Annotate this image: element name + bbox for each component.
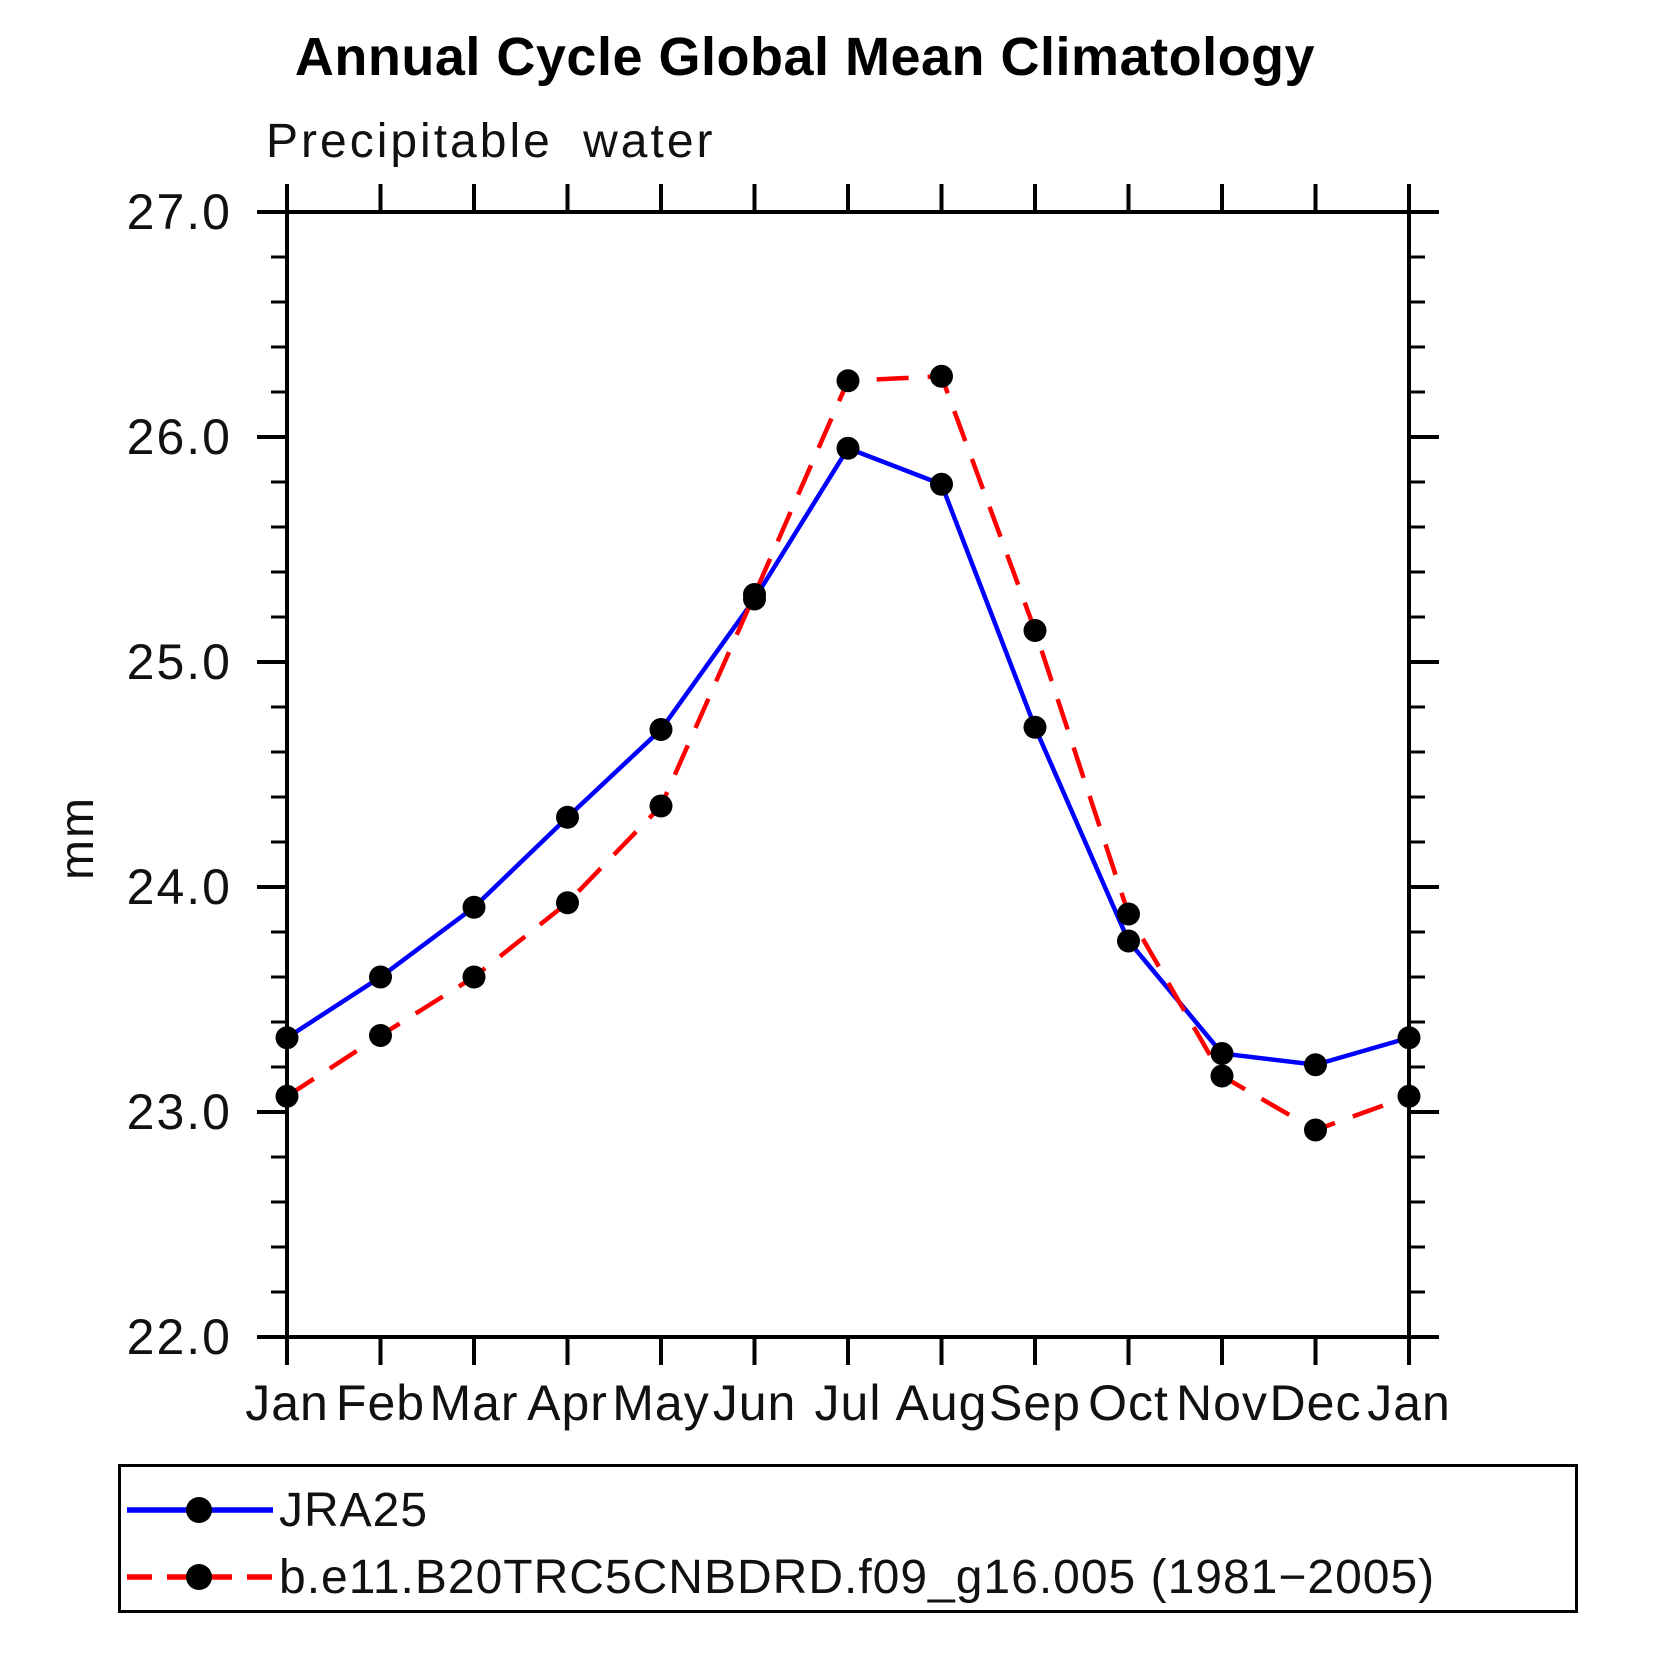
- data-point-marker: [1117, 929, 1140, 953]
- data-point-marker: [1117, 902, 1140, 926]
- y-tick-label: 25.0: [126, 634, 232, 690]
- data-point-marker: [556, 891, 579, 915]
- data-point-marker: [836, 369, 860, 393]
- x-tick-label: Aug: [895, 1375, 988, 1431]
- data-point-marker: [836, 436, 860, 460]
- x-tick-label: Jan: [1367, 1375, 1451, 1431]
- data-point-marker: [1023, 619, 1047, 642]
- data-point-marker: [930, 472, 953, 496]
- x-tick-label: Nov: [1176, 1375, 1268, 1431]
- x-tick-label: Jul: [814, 1375, 882, 1431]
- chart-title: Annual Cycle Global Mean Climatology: [294, 27, 1316, 87]
- x-tick-label: Jan: [245, 1375, 329, 1431]
- legend-label-jra25: JRA25: [279, 1483, 429, 1537]
- data-point-marker: [930, 364, 953, 388]
- chart-subtitle: Precipitable water: [266, 115, 716, 168]
- y-tick-label: 22.0: [126, 1309, 232, 1365]
- data-point-marker: [1397, 1026, 1421, 1050]
- legend-line-solid-icon: [127, 1497, 273, 1523]
- data-point-marker: [275, 1084, 299, 1108]
- data-point-marker: [462, 895, 486, 919]
- x-tick-label: Dec: [1269, 1375, 1362, 1431]
- data-point-marker: [462, 965, 486, 989]
- x-tick-label: Sep: [989, 1375, 1081, 1431]
- x-tick-label: Mar: [429, 1375, 519, 1431]
- x-tick-label: Feb: [335, 1375, 426, 1431]
- data-point-marker: [1304, 1053, 1327, 1077]
- y-tick-label: 24.0: [126, 859, 232, 915]
- data-point-marker: [649, 794, 673, 818]
- x-tick-label: Apr: [527, 1375, 608, 1431]
- legend-row-model: b.e11.B20TRC5CNBDRD.f09_g16.005 (1981−20…: [125, 1546, 1435, 1608]
- series-line-jra25: [285, 445, 1410, 1068]
- y-tick-label: 23.0: [126, 1084, 232, 1140]
- data-point-marker: [275, 1026, 299, 1050]
- data-point-marker: [369, 965, 392, 989]
- legend: JRA25 b.e11.B20TRC5CNBDRD.f09_g16.005 (1…: [118, 1464, 1578, 1613]
- series-line-model: [285, 373, 1410, 1133]
- data-point-marker: [1304, 1118, 1327, 1142]
- legend-line-dashed-icon: [127, 1564, 273, 1590]
- data-point-marker: [1397, 1084, 1421, 1108]
- y-tick-label: 26.0: [126, 409, 232, 465]
- legend-row-jra25: JRA25: [125, 1479, 428, 1541]
- data-point-marker: [1210, 1042, 1234, 1065]
- data-point-marker: [556, 805, 579, 829]
- x-tick-label: Oct: [1088, 1375, 1169, 1431]
- data-point-marker: [1210, 1064, 1234, 1088]
- data-point-marker: [369, 1024, 392, 1047]
- data-point-marker: [649, 718, 673, 741]
- x-tick-label: May: [612, 1375, 710, 1431]
- legend-label-model: b.e11.B20TRC5CNBDRD.f09_g16.005 (1981−20…: [279, 1550, 1436, 1604]
- y-tick-label: 27.0: [126, 184, 232, 240]
- data-point-marker: [743, 583, 766, 606]
- x-tick-label: Jun: [712, 1375, 797, 1431]
- data-point-marker: [1023, 715, 1047, 739]
